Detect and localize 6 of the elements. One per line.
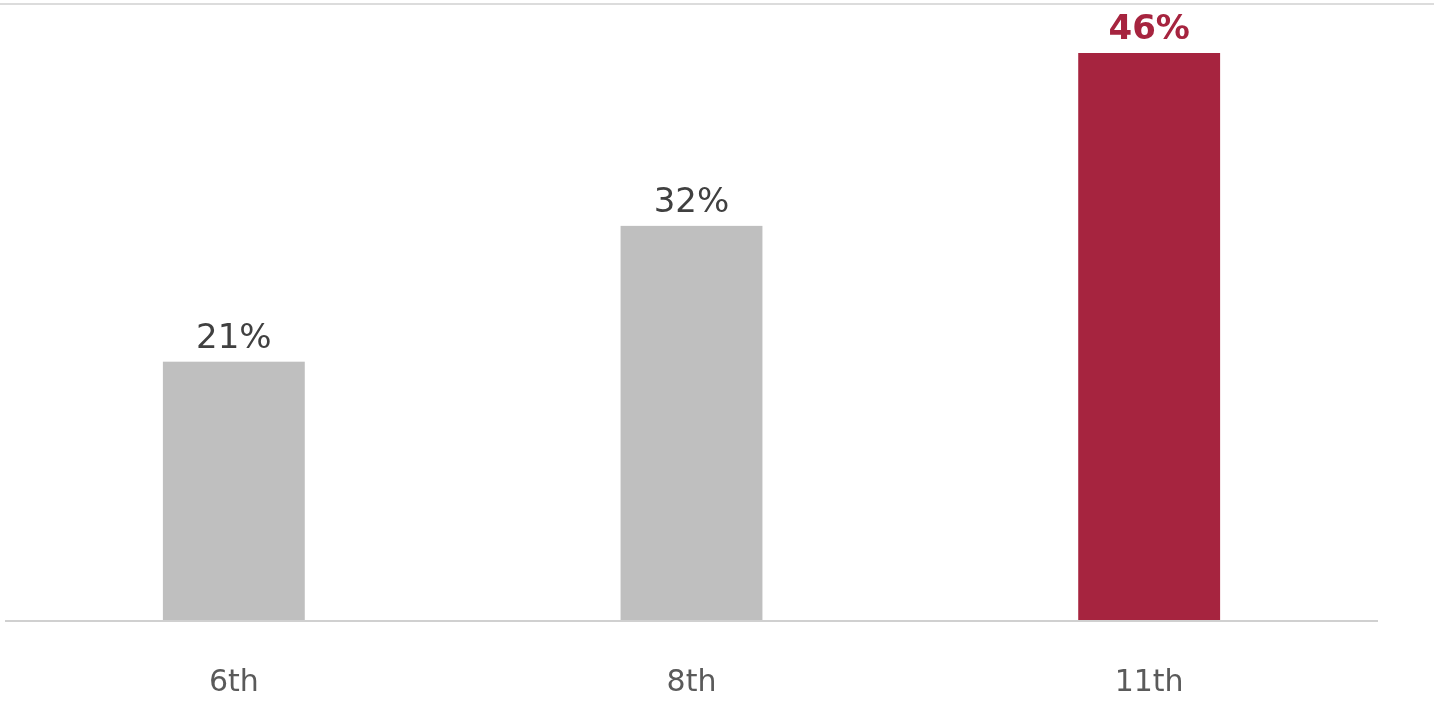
x-tick-label: 6th [208,663,259,698]
data-label: 21% [196,315,272,356]
data-label: 32% [653,179,730,220]
x-tick-label: 11th [1114,663,1184,698]
data-label: 46% [1108,7,1190,47]
x-tick-label: 8th [666,663,717,698]
